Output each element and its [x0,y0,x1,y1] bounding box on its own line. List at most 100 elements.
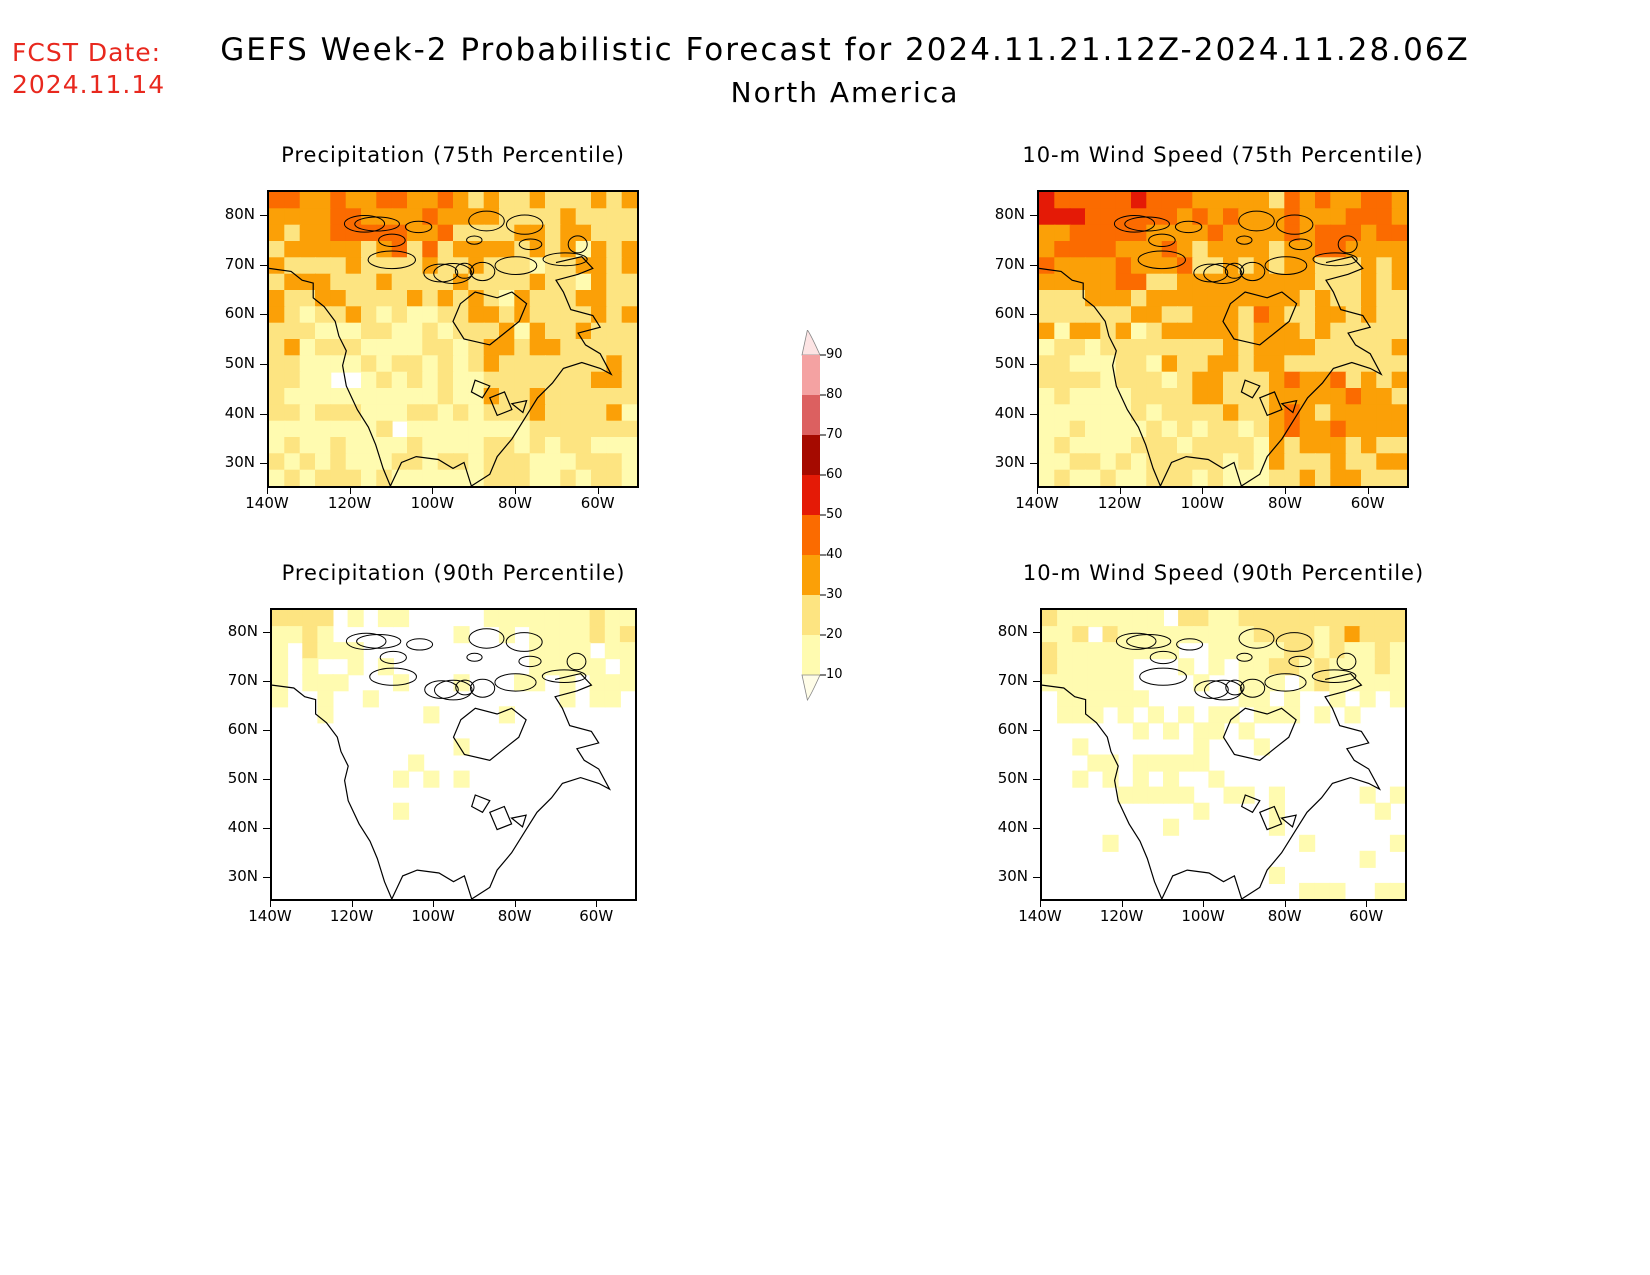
probability-cell [1238,420,1255,438]
probability-cell [529,626,546,644]
probability-cell [317,674,334,692]
probability-cell [361,257,378,275]
y-tick-label: 80N [994,204,1025,223]
probability-cell [1376,192,1393,210]
probability-cell [1345,306,1362,324]
probability-cell [589,690,606,708]
island-outline [369,667,417,686]
probability-cell [1253,290,1270,308]
probability-cell [514,192,531,210]
x-tick [1037,488,1038,494]
probability-cell [1054,273,1071,291]
probability-cell [1284,339,1301,357]
probability-cell [345,339,362,357]
island-outline [367,250,417,270]
probability-cell [423,706,440,724]
probability-cell [1069,306,1086,324]
probability-cell [1223,241,1240,259]
probability-cell [1284,453,1301,471]
probability-cell [545,469,562,486]
probability-cell [1057,674,1074,692]
probability-cell [330,453,347,471]
probability-cell [514,224,531,242]
probability-cell [1177,371,1194,389]
probability-cell [1100,404,1117,422]
probability-cell [437,339,454,357]
probability-cell [619,610,635,628]
probability-cell [1359,850,1376,868]
probability-cell [407,257,424,275]
water-body-outline [1259,391,1283,417]
probability-cell [437,420,454,438]
probability-field [272,610,635,899]
probability-cell [1329,642,1346,660]
probability-cell [1345,224,1362,242]
probability-cell [1376,322,1393,340]
probability-cell [407,355,424,373]
probability-cell [1115,355,1132,373]
probability-cell [1238,610,1255,628]
probability-cell [391,192,408,210]
probability-cell [1161,241,1178,259]
probability-cell [1057,642,1074,660]
probability-cell [376,437,393,455]
probability-cell [591,322,608,340]
probability-cell [1238,453,1255,471]
island-outline [423,263,459,283]
probability-cell [1039,257,1056,275]
probability-cell [1253,355,1270,373]
probability-cell [1208,642,1225,660]
probability-cell [330,306,347,324]
probability-cell [1192,322,1209,340]
probability-cell [529,420,546,438]
probability-cell [391,208,408,226]
probability-cell [621,322,637,340]
fcst-date-value: 2024.11.14 [12,70,166,99]
probability-cell [422,192,439,210]
probability-cell [1085,371,1102,389]
probability-cell [1389,786,1405,804]
probability-cell [1117,706,1134,724]
probability-cell [559,658,576,676]
probability-cell [1238,388,1255,406]
probability-cell [1102,690,1119,708]
probability-cell [575,339,592,357]
probability-cell [299,224,316,242]
y-tick-label: 70N [997,671,1028,690]
coastline [1159,455,1242,486]
y-tick-label: 60N [227,720,258,739]
probability-cell [299,453,316,471]
colorbar-swatch [802,515,820,555]
probability-cell [437,437,454,455]
probability-cell [317,690,334,708]
probability-cell [1192,469,1209,486]
probability-cell [1146,339,1163,357]
probability-cell [1072,642,1089,660]
island-outline [1336,652,1357,671]
probability-cell [299,420,316,438]
probability-cell [1391,257,1407,275]
probability-cell [1087,658,1104,676]
y-tick-label: 60N [224,304,255,323]
island-outline [1264,256,1308,275]
probability-cell [1376,339,1393,357]
probability-cell [591,224,608,242]
probability-cell [1054,339,1071,357]
probability-cell [1069,208,1086,226]
fcst-date-label: FCST Date: [12,38,162,67]
probability-cell [269,469,286,486]
probability-cell [1284,208,1301,226]
probability-cell [453,469,470,486]
probability-cell [1100,371,1117,389]
probability-cell [621,224,637,242]
probability-cell [606,208,623,226]
probability-cell [1057,706,1074,724]
y-tick-label: 40N [224,403,255,422]
island-outline [433,263,473,284]
probability-cell [621,388,637,406]
island-outline [1264,673,1307,692]
probability-cell [483,453,500,471]
probability-cell [1268,866,1285,884]
coastline [471,256,613,486]
